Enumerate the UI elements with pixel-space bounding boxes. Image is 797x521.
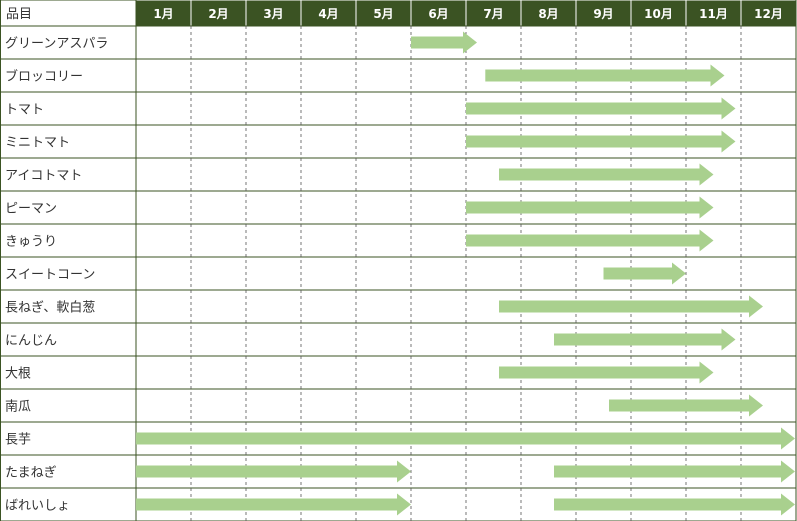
item-label: 大根 — [5, 367, 31, 382]
month-header-cell — [300, 0, 357, 27]
month-header-cell — [630, 0, 687, 27]
header-label: 品目 — [6, 7, 32, 22]
harvest-period-arrow — [554, 328, 736, 351]
harvest-period-arrow — [136, 460, 411, 483]
month-tick-label: 9月 — [593, 7, 613, 21]
month-header-cell — [410, 0, 467, 27]
harvest-period-arrow — [554, 460, 795, 483]
harvest-period-arrow — [499, 295, 763, 318]
item-label: 長ねぎ、軟白葱 — [5, 300, 95, 316]
harvest-period-arrow — [603, 262, 686, 285]
harvest-period-arrow — [136, 493, 411, 516]
item-label: きゅうり — [5, 235, 57, 250]
harvest-period-arrow — [466, 229, 714, 252]
month-header-cell — [465, 0, 522, 27]
month-tick-label: 8月 — [538, 7, 558, 21]
harvest-period-arrow — [466, 97, 736, 120]
item-label: にんじん — [5, 334, 57, 349]
harvest-period-arrow — [136, 427, 795, 450]
month-tick-label: 5月 — [373, 7, 393, 21]
harvest-period-arrow — [609, 394, 763, 417]
item-label: 南瓜 — [5, 399, 31, 415]
month-tick-label: 12月 — [754, 7, 783, 21]
month-header-cell — [520, 0, 577, 27]
month-header-cell — [575, 0, 632, 27]
item-label: アイコトマト — [5, 169, 82, 184]
item-label: 長芋 — [5, 433, 31, 448]
harvest-period-arrow — [466, 196, 714, 219]
item-label: たまねぎ — [5, 466, 57, 481]
item-label: グリーンアスパラ — [5, 37, 108, 52]
item-label: ばれいしょ — [5, 499, 70, 514]
item-labels: グリーンアスパラブロッコリートマトミニトマトアイコトマトピーマンきゅうりスイート… — [5, 37, 108, 514]
harvest-period-arrow — [485, 64, 725, 87]
month-tick-label: 10月 — [644, 7, 673, 21]
harvest-period-arrow — [499, 361, 714, 384]
month-tick-label: 6月 — [428, 7, 448, 21]
month-tick-label: 3月 — [263, 7, 283, 21]
item-label: スイートコーン — [5, 268, 95, 283]
month-tick-label: 11月 — [699, 7, 728, 21]
month-header-cell — [740, 0, 797, 27]
harvest-period-arrow — [554, 493, 795, 516]
month-header-cell — [135, 0, 192, 27]
month-tick-label: 7月 — [483, 7, 503, 21]
month-tick-label: 1月 — [153, 7, 173, 21]
harvest-period-arrow — [499, 163, 714, 186]
month-tick-label: 2月 — [208, 7, 228, 21]
month-header-cell — [245, 0, 302, 27]
harvest-period-arrow — [466, 130, 736, 153]
header-row: 品目 1月 2月 3月 4月 5月 6月 7月 8月 9月 10月 11月 12月 — [0, 0, 797, 27]
item-label: ピーマン — [5, 202, 57, 217]
harvest-arrows — [136, 31, 795, 516]
item-label: トマト — [5, 103, 44, 118]
harvest-period-arrow — [411, 31, 477, 54]
month-tick-label: 4月 — [318, 7, 338, 21]
item-label: ミニトマト — [5, 136, 70, 151]
item-label: ブロッコリー — [5, 69, 83, 85]
month-header-cell — [685, 0, 742, 27]
